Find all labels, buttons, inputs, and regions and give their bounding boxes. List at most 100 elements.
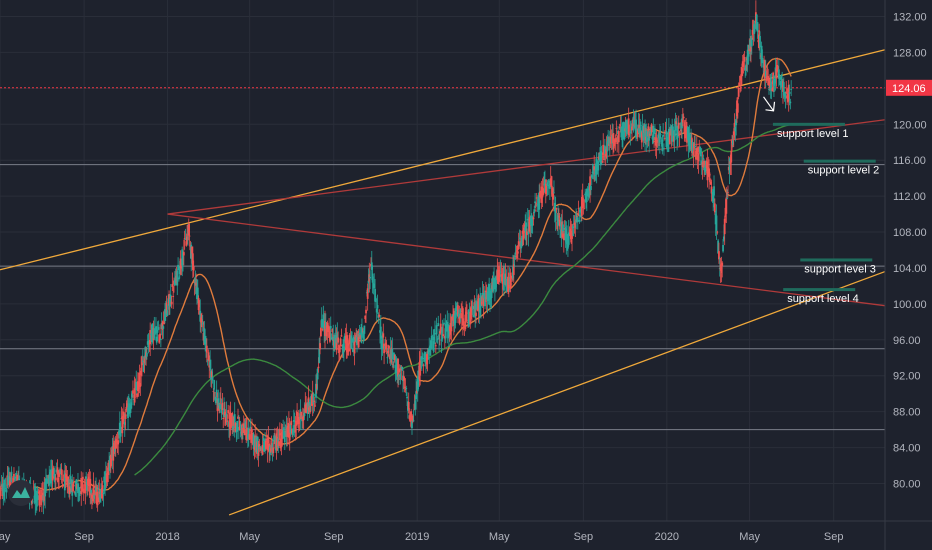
candle-body: [104, 476, 106, 491]
candle-body: [4, 489, 6, 492]
candle-body: [223, 412, 226, 415]
candle-body: [336, 332, 339, 343]
candle-body: [72, 483, 74, 492]
candle-body: [209, 361, 212, 366]
candle-body: [317, 366, 320, 369]
candle-body: [225, 413, 228, 418]
candle-body: [477, 295, 480, 312]
candle-body: [775, 68, 778, 79]
candle-body: [512, 264, 515, 275]
candle-body: [401, 366, 404, 370]
support-label: support level 1: [777, 128, 849, 140]
candle-body: [716, 231, 719, 233]
candle-body: [166, 310, 169, 316]
candle-body: [342, 346, 345, 352]
candle-body: [82, 488, 85, 493]
candle-body: [247, 428, 250, 438]
candle-body: [176, 270, 179, 286]
candle-body: [118, 430, 120, 435]
candle-body: [273, 435, 276, 443]
candle-body: [213, 380, 216, 390]
candle-body: [728, 158, 731, 173]
candle-body: [708, 168, 710, 178]
candle-body: [694, 146, 697, 148]
candle-body: [446, 321, 449, 332]
candle-body: [736, 103, 739, 113]
candle-body: [309, 405, 312, 413]
candle-body: [677, 122, 680, 129]
candle-body: [195, 282, 198, 286]
candle-body: [723, 218, 726, 235]
candle-body: [439, 331, 441, 334]
candle-body: [460, 313, 463, 319]
price-tick-label: 120.00: [893, 119, 927, 131]
candle-body: [562, 233, 565, 241]
candle-body: [658, 133, 661, 143]
candle-body: [666, 141, 669, 147]
candle-body: [210, 371, 213, 378]
candle-body: [535, 197, 538, 199]
candle-body: [262, 438, 265, 441]
candle-body: [547, 185, 550, 187]
candle-body: [638, 124, 641, 129]
candle-body: [533, 209, 536, 214]
candle-body: [545, 184, 548, 192]
candle-body: [457, 305, 459, 317]
candle-body: [589, 176, 591, 191]
candle-body: [350, 335, 353, 349]
candle-body: [180, 266, 183, 269]
candle-body: [91, 494, 93, 499]
candle-body: [278, 433, 281, 436]
candle-body: [320, 319, 323, 328]
candle-body: [90, 489, 92, 494]
candle-body: [101, 485, 104, 497]
candle-body: [648, 131, 651, 141]
candle-body: [699, 155, 702, 157]
candle-body: [636, 128, 639, 138]
candle-body: [431, 338, 434, 340]
candle-body: [370, 262, 373, 270]
candle-body: [95, 487, 97, 492]
candle-body: [490, 285, 493, 298]
candle-body: [430, 335, 433, 341]
candle-body: [765, 76, 768, 81]
candle-body: [357, 333, 360, 348]
candle-body: [363, 325, 366, 334]
candle-body: [662, 134, 665, 137]
candle-body: [352, 348, 354, 352]
candle-body: [215, 389, 218, 398]
candle-body: [440, 339, 443, 341]
candle-body: [77, 487, 80, 493]
candle-body: [52, 467, 55, 479]
candle-body: [462, 327, 465, 329]
candle-body: [185, 241, 188, 246]
candle-body: [470, 308, 472, 312]
candle-body: [712, 192, 715, 202]
candle-body: [467, 310, 470, 327]
candle-body: [8, 476, 10, 483]
candle-body: [607, 136, 610, 145]
candle-body: [253, 447, 256, 451]
candle-body: [241, 424, 244, 436]
candle-body: [593, 166, 596, 171]
candle-body: [362, 330, 365, 340]
candle-body: [188, 235, 191, 237]
candle-body: [204, 336, 207, 345]
candle-body: [243, 429, 246, 436]
candle-body: [346, 335, 349, 353]
candle-body: [434, 345, 437, 347]
candle-body: [313, 400, 316, 402]
candle-body: [181, 249, 184, 266]
candle-body: [777, 69, 780, 78]
candle-body: [562, 224, 564, 232]
candle-body: [187, 224, 190, 236]
tradingview-logo[interactable]: [8, 480, 34, 506]
candle-body: [681, 119, 684, 123]
candle-body: [590, 175, 593, 178]
candle-body: [516, 251, 519, 254]
current-price-label: 124.06: [892, 83, 926, 95]
candle-body: [407, 402, 410, 410]
candle-body: [232, 426, 234, 430]
